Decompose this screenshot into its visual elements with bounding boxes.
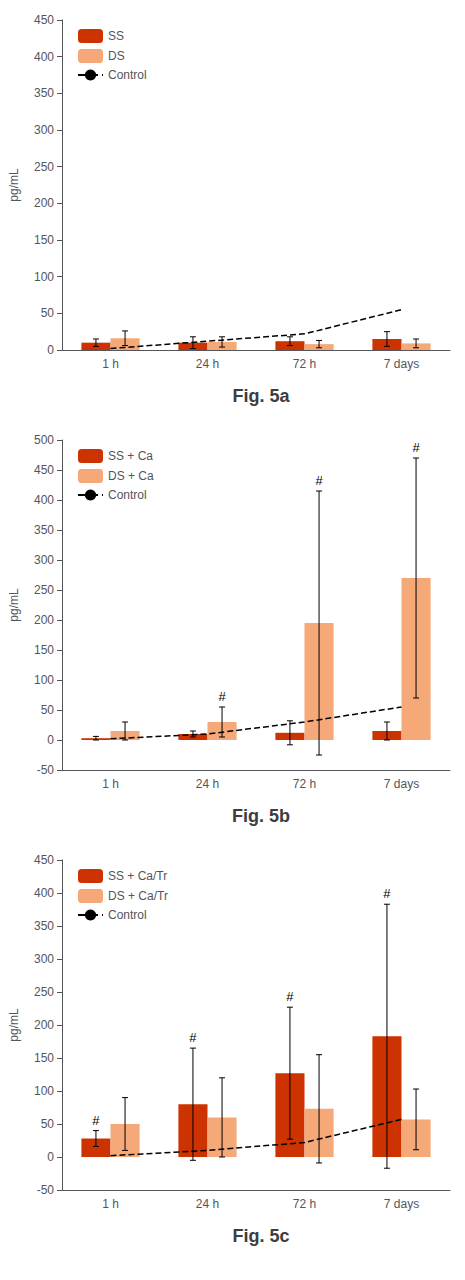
svg-text:#: # bbox=[92, 1113, 100, 1128]
svg-text:150: 150 bbox=[34, 643, 54, 657]
svg-text:Control: Control bbox=[108, 488, 147, 502]
svg-text:Fig. 5a: Fig. 5a bbox=[232, 386, 290, 406]
svg-text:450: 450 bbox=[34, 13, 54, 27]
svg-text:100: 100 bbox=[34, 673, 54, 687]
svg-text:200: 200 bbox=[34, 613, 54, 627]
svg-text:DS: DS bbox=[108, 49, 125, 63]
svg-text:72 h: 72 h bbox=[293, 357, 316, 371]
svg-text:-50: -50 bbox=[37, 1183, 55, 1197]
svg-text:72 h: 72 h bbox=[293, 777, 316, 791]
svg-text:7 days: 7 days bbox=[384, 357, 419, 371]
svg-text:-50: -50 bbox=[37, 763, 55, 777]
svg-text:7 days: 7 days bbox=[384, 1197, 419, 1211]
svg-text:24 h: 24 h bbox=[196, 1197, 219, 1211]
svg-text:#: # bbox=[383, 886, 391, 901]
svg-text:300: 300 bbox=[34, 123, 54, 137]
svg-text:150: 150 bbox=[34, 233, 54, 247]
svg-text:7 days: 7 days bbox=[384, 777, 419, 791]
svg-text:200: 200 bbox=[34, 196, 54, 210]
svg-text:#: # bbox=[315, 473, 323, 488]
svg-text:SS + Ca: SS + Ca bbox=[108, 449, 153, 463]
svg-text:300: 300 bbox=[34, 952, 54, 966]
svg-text:250: 250 bbox=[34, 583, 54, 597]
svg-text:100: 100 bbox=[34, 270, 54, 284]
svg-text:pg/mL: pg/mL bbox=[7, 168, 21, 202]
svg-text:350: 350 bbox=[34, 86, 54, 100]
svg-text:DS + Ca: DS + Ca bbox=[108, 469, 154, 483]
svg-text:400: 400 bbox=[34, 50, 54, 64]
svg-text:SS + Ca/Tr: SS + Ca/Tr bbox=[108, 869, 167, 883]
svg-text:#: # bbox=[412, 440, 420, 455]
svg-text:1 h: 1 h bbox=[102, 357, 119, 371]
svg-text:#: # bbox=[189, 1030, 197, 1045]
svg-text:350: 350 bbox=[34, 523, 54, 537]
svg-text:#: # bbox=[218, 689, 226, 704]
svg-text:400: 400 bbox=[34, 493, 54, 507]
svg-text:SS: SS bbox=[108, 29, 124, 43]
svg-text:pg/mL: pg/mL bbox=[7, 588, 21, 622]
svg-text:100: 100 bbox=[34, 1084, 54, 1098]
svg-text:72 h: 72 h bbox=[293, 1197, 316, 1211]
svg-text:500: 500 bbox=[34, 433, 54, 447]
svg-text:450: 450 bbox=[34, 463, 54, 477]
svg-text:50: 50 bbox=[41, 703, 55, 717]
svg-text:#: # bbox=[286, 989, 294, 1004]
svg-text:150: 150 bbox=[34, 1051, 54, 1065]
svg-text:50: 50 bbox=[41, 1117, 55, 1131]
svg-text:350: 350 bbox=[34, 919, 54, 933]
svg-text:24 h: 24 h bbox=[196, 777, 219, 791]
svg-text:250: 250 bbox=[34, 985, 54, 999]
svg-text:Fig. 5b: Fig. 5b bbox=[232, 806, 290, 826]
svg-text:300: 300 bbox=[34, 553, 54, 567]
svg-text:Control: Control bbox=[108, 908, 147, 922]
svg-text:50: 50 bbox=[41, 306, 55, 320]
svg-text:pg/mL: pg/mL bbox=[7, 1008, 21, 1042]
svg-text:400: 400 bbox=[34, 886, 54, 900]
svg-text:DS + Ca/Tr: DS + Ca/Tr bbox=[108, 889, 168, 903]
svg-text:24 h: 24 h bbox=[196, 357, 219, 371]
svg-text:0: 0 bbox=[47, 343, 54, 357]
svg-text:200: 200 bbox=[34, 1018, 54, 1032]
svg-text:Control: Control bbox=[108, 68, 147, 82]
svg-text:0: 0 bbox=[47, 1150, 54, 1164]
svg-text:Fig. 5c: Fig. 5c bbox=[232, 1226, 289, 1246]
svg-text:450: 450 bbox=[34, 853, 54, 867]
svg-text:250: 250 bbox=[34, 160, 54, 174]
svg-text:1 h: 1 h bbox=[102, 777, 119, 791]
svg-text:1 h: 1 h bbox=[102, 1197, 119, 1211]
svg-text:0: 0 bbox=[47, 733, 54, 747]
